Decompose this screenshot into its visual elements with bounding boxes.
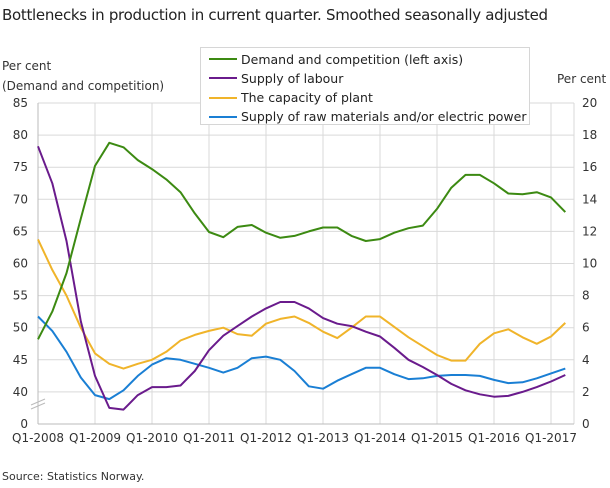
left-tick-label: 70 [13, 192, 28, 206]
x-tick-label: Q1-2012 [240, 431, 292, 445]
legend-swatch [209, 96, 237, 99]
series-line-2 [37, 238, 566, 370]
left-tick-label: 80 [13, 128, 28, 142]
left-tick-label: 45 [13, 353, 28, 367]
legend-swatch [209, 58, 237, 60]
x-tick-label: Q1-2014 [354, 431, 406, 445]
right-tick-label: 14 [582, 192, 597, 206]
x-tick-label: Q1-2013 [297, 431, 349, 445]
legend-item: Supply of raw materials and/or electric … [209, 108, 526, 126]
series-line-3 [37, 315, 566, 401]
x-tick-label: Q1-2008 [12, 431, 64, 445]
axis-break-mark [30, 402, 46, 410]
left-tick-label: 40 [13, 385, 28, 399]
left-tick-label: 85 [13, 96, 28, 110]
legend-swatch [209, 115, 237, 118]
left-tick-label: 60 [13, 257, 28, 271]
x-tick-label: Q1-2009 [69, 431, 121, 445]
legend-label: Supply of raw materials and/or electric … [241, 109, 527, 125]
legend-item: The capacity of plant [209, 89, 373, 107]
right-axis-label: Per cent [557, 72, 607, 86]
right-tick-label: 4 [582, 353, 590, 367]
legend-swatch [209, 77, 237, 80]
x-tick-label: Q1-2016 [468, 431, 520, 445]
left-tick-label: 0 [20, 417, 28, 431]
legend-item: Demand and competition (left axis) [209, 50, 463, 68]
right-tick-label: 10 [582, 257, 597, 271]
left-tick-label: 65 [13, 224, 28, 238]
legend-label: Supply of labour [241, 70, 344, 86]
axis-break-mark [30, 398, 46, 406]
left-tick-label: 50 [13, 321, 28, 335]
x-tick-label: Q1-2015 [411, 431, 463, 445]
left-axis-label-line2: (Demand and competition) [2, 79, 165, 93]
right-tick-label: 8 [582, 289, 590, 303]
right-tick-label: 6 [582, 321, 590, 335]
legend-label: The capacity of plant [241, 90, 373, 106]
right-tick-label: 18 [582, 128, 597, 142]
right-tick-label: 16 [582, 160, 597, 174]
legend: Demand and competition (left axis) Supply… [200, 47, 530, 125]
x-tick-label: Q1-2017 [525, 431, 577, 445]
left-axis-label-line1: Per cent [2, 59, 52, 73]
x-tick-label: Q1-2011 [183, 431, 235, 445]
legend-item: Supply of labour [209, 69, 343, 87]
legend-label: Demand and competition (left axis) [241, 51, 464, 67]
source-note: Source: Statistics Norway. [2, 470, 145, 483]
series-line-0 [37, 141, 567, 340]
left-tick-label: 75 [13, 160, 28, 174]
right-tick-label: 2 [582, 385, 590, 399]
chart-title: Bottlenecks in production in current qua… [2, 6, 548, 24]
right-tick-label: 12 [582, 224, 597, 238]
left-tick-label: 55 [13, 289, 28, 303]
x-tick-label: Q1-2010 [126, 431, 178, 445]
right-tick-label: 20 [582, 96, 597, 110]
right-tick-label: 0 [582, 417, 590, 431]
series-line-1 [37, 145, 566, 411]
